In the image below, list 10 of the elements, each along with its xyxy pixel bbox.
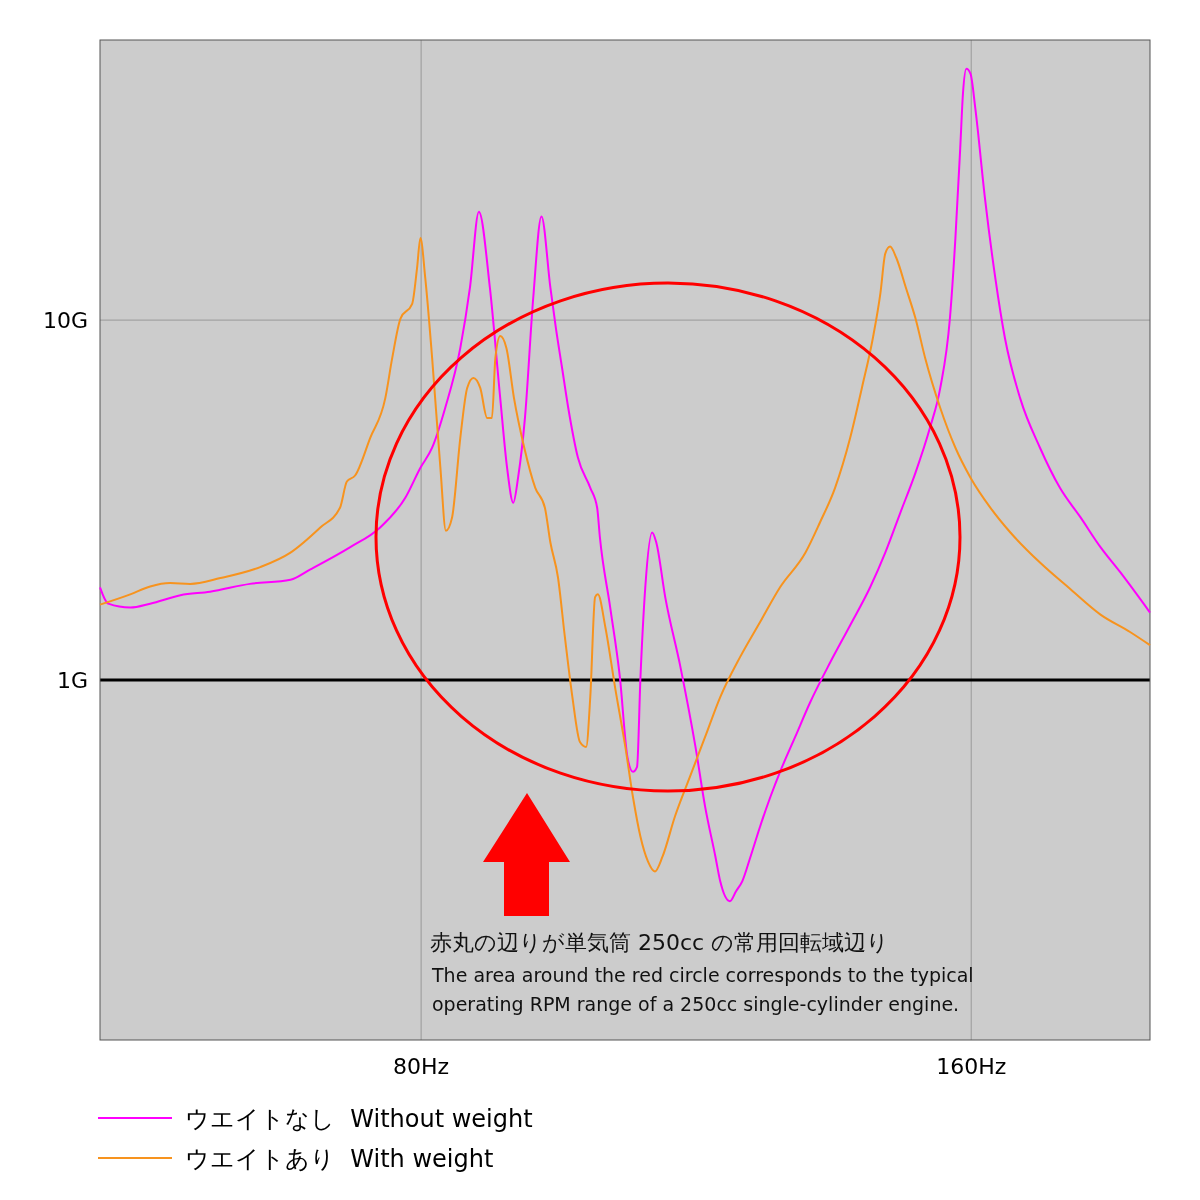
line-series <box>99 67 1151 903</box>
y-tick-label: 1G <box>56 668 88 694</box>
legend-label: ウエイトあり With weight <box>185 1145 494 1173</box>
x-tick-label: 80Hz <box>393 1054 450 1079</box>
annotation: The area around the red circle corresponds to the typical operating RPM range of a 250cc single-cylinder engine. <box>431 964 974 1015</box>
line-series <box>99 237 1151 873</box>
legend-label: ウエイトなし Without weight <box>185 1105 533 1133</box>
y-tick-label: 10G <box>42 308 88 334</box>
x-tick-label: 160Hz <box>936 1054 1007 1079</box>
annotation: 赤丸の辺りが単気筒 250cc の常用回転域辺り <box>430 930 890 955</box>
